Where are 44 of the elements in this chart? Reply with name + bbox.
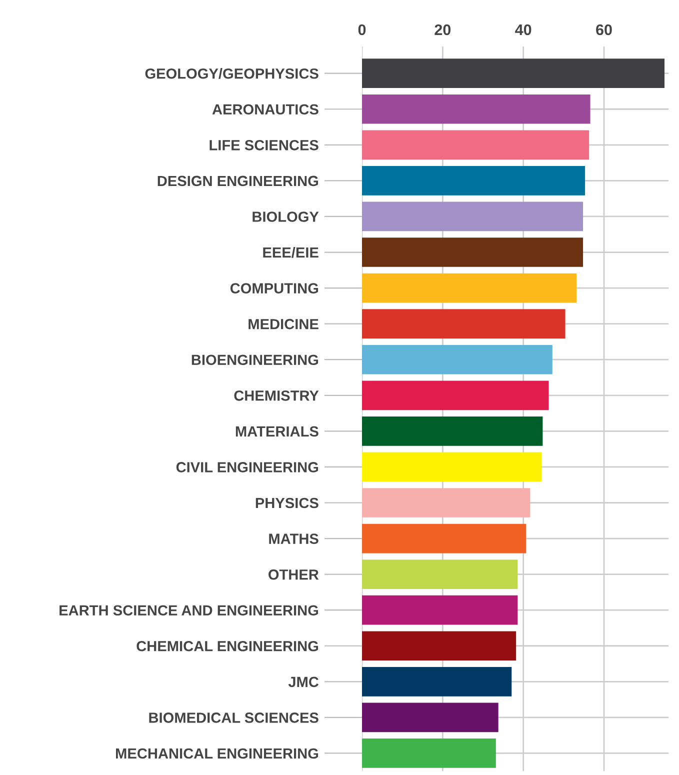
y-tick-label: GEOLOGY/GEOPHYSICS	[145, 68, 318, 79]
y-tick-label: CHEMICAL ENGINEERING	[136, 640, 318, 652]
y-tick-label: MECHANICAL ENGINEERING	[116, 748, 318, 759]
bar	[362, 58, 664, 88]
y-tick-label: CHEMISTRY	[234, 390, 319, 401]
bar	[362, 738, 496, 768]
bar	[362, 524, 526, 554]
bar	[362, 702, 498, 732]
x-tick-label: 0	[358, 24, 366, 36]
y-tick-label: BIOENGINEERING	[192, 354, 318, 366]
x-tick-label: 20	[434, 24, 451, 36]
x-tick-label: 60	[596, 24, 612, 36]
y-tick-label: BIOLOGY	[252, 212, 319, 222]
y-tick-label: MEDICINE	[248, 318, 318, 330]
bar	[362, 273, 577, 303]
bar	[362, 202, 584, 232]
y-tick-label: EARTH SCIENCE AND ENGINEERING	[60, 605, 318, 616]
bar	[362, 666, 512, 696]
bar	[362, 238, 584, 267]
bar	[362, 488, 530, 518]
bar	[362, 380, 549, 410]
bar	[362, 452, 542, 482]
bar	[362, 416, 543, 446]
bar	[362, 631, 516, 661]
y-tick-label: EEE/EIE	[263, 246, 318, 258]
y-tick-label: COMPUTING	[230, 283, 318, 294]
bar	[362, 130, 590, 160]
x-tick-label: 40	[515, 24, 532, 36]
y-tick-label: CIVIL ENGINEERING	[176, 462, 318, 472]
y-tick-label: OTHER	[268, 569, 319, 580]
y-tick-label: JMC	[288, 676, 319, 688]
bar	[362, 344, 552, 374]
y-tick-label: MATHS	[269, 534, 318, 544]
bar	[362, 309, 566, 338]
y-tick-label: BIOMEDICAL SCIENCES	[149, 712, 318, 723]
bar	[362, 166, 586, 196]
bar	[362, 595, 518, 625]
y-tick-label: AERONAUTICS	[212, 104, 318, 115]
bar	[362, 94, 590, 124]
bar	[362, 560, 518, 589]
y-tick-label: MATERIALS	[236, 426, 318, 437]
y-tick-label: PHYSICS	[256, 498, 318, 508]
y-tick-label: DESIGN ENGINEERING	[158, 176, 318, 186]
y-tick-label: LIFE SCIENCES	[210, 140, 318, 150]
